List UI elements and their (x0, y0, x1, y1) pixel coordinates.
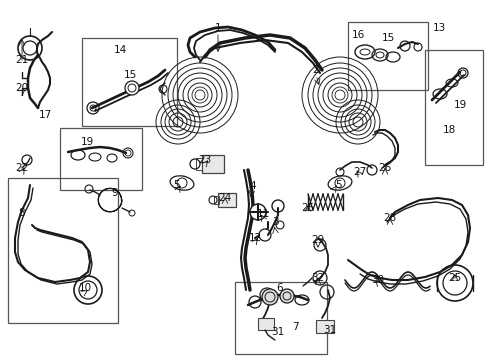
Text: 5: 5 (334, 180, 341, 190)
Text: 28: 28 (383, 213, 396, 223)
Text: 25: 25 (447, 273, 461, 283)
Text: 29: 29 (311, 235, 324, 245)
Text: 31: 31 (271, 327, 284, 337)
Text: 10: 10 (78, 283, 91, 293)
Text: 1: 1 (214, 23, 221, 33)
Text: 25: 25 (301, 203, 314, 213)
Text: 15: 15 (381, 33, 394, 43)
Text: 9: 9 (111, 188, 118, 198)
Text: 19: 19 (80, 137, 93, 147)
Text: 32: 32 (311, 273, 324, 283)
Text: 13: 13 (431, 23, 445, 33)
Bar (202, 155, 224, 173)
Text: 24: 24 (218, 193, 231, 203)
Bar (214, 196, 219, 204)
Circle shape (280, 289, 293, 303)
Text: 6: 6 (276, 283, 283, 293)
Text: 8: 8 (19, 208, 25, 218)
Bar (235, 282, 326, 354)
Circle shape (249, 204, 265, 220)
Bar (424, 50, 482, 165)
Text: 5: 5 (173, 180, 180, 190)
Circle shape (259, 229, 270, 241)
Text: 16: 16 (351, 30, 364, 40)
Text: 22: 22 (15, 163, 29, 173)
Text: 21: 21 (15, 55, 29, 65)
Bar (8, 178, 118, 323)
Text: 7: 7 (291, 322, 298, 332)
Text: 17: 17 (38, 110, 52, 120)
Text: 4: 4 (249, 181, 256, 191)
Bar (258, 318, 273, 330)
Text: 2: 2 (312, 65, 319, 75)
Bar (60, 128, 142, 190)
Text: 18: 18 (442, 125, 455, 135)
Text: 3: 3 (271, 217, 278, 227)
Circle shape (125, 81, 139, 95)
Text: 20: 20 (16, 83, 28, 93)
Bar (196, 158, 202, 170)
Text: 23: 23 (198, 155, 211, 165)
Text: 14: 14 (113, 45, 126, 55)
Text: 19: 19 (452, 100, 466, 110)
Text: 27: 27 (353, 167, 366, 177)
Text: 15: 15 (123, 70, 136, 80)
Text: 31: 31 (323, 325, 336, 335)
Bar (82, 38, 177, 126)
Bar (347, 22, 427, 90)
Circle shape (262, 289, 278, 305)
Text: 12: 12 (248, 233, 261, 243)
Bar (315, 320, 333, 333)
Bar (218, 193, 236, 207)
Text: 11: 11 (256, 209, 269, 219)
Text: 26: 26 (378, 163, 391, 173)
Text: 30: 30 (371, 275, 384, 285)
